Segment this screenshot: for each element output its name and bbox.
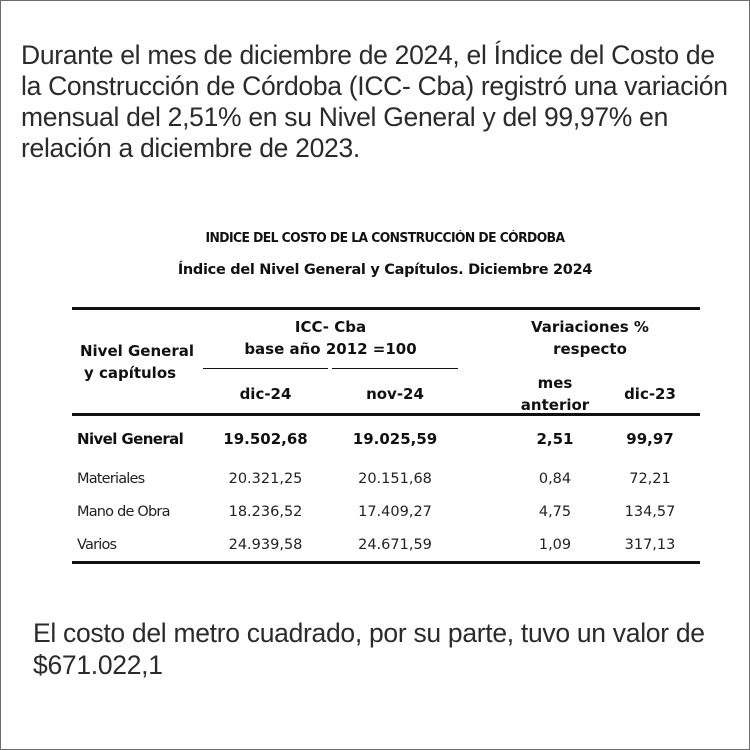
cell-nov24: 24.671,59	[358, 537, 432, 553]
table-top-rule	[72, 307, 700, 310]
header-index-group-line2: base año 2012 =100	[244, 340, 417, 358]
intro-paragraph: Durante el mes de diciembre de 2024, el …	[21, 40, 728, 163]
cell-nov24: 17.409,27	[358, 504, 432, 520]
cell-dic24: 24.939,58	[228, 537, 303, 553]
header-col-mes-anterior-line2: anterior	[520, 396, 590, 414]
cell-dic23: 317,13	[624, 537, 676, 553]
cell-dic23: 134,57	[624, 504, 676, 520]
header-row-label-line1: Nivel General	[79, 342, 194, 360]
row-label: Nivel General	[77, 430, 184, 448]
cell-mes-anterior: 0,84	[538, 471, 572, 487]
header-variation-group-line2: respecto	[553, 340, 627, 358]
cell-nov24: 19.025,59	[352, 430, 438, 448]
cell-dic24: 20.321,25	[228, 471, 303, 487]
header-col-nov24: nov-24	[366, 385, 424, 403]
header-index-group: ICC- Cba base año 2012 =100	[203, 316, 458, 360]
cell-nov24: 20.151,68	[358, 471, 432, 487]
cell-mes-anterior: 4,75	[538, 504, 572, 520]
cell-mes-anterior: 1,09	[538, 537, 572, 553]
header-row-label: Nivel General y capítulos	[72, 340, 202, 384]
index-group-underline-right	[332, 368, 458, 369]
header-variation-group-line1: Variaciones %	[531, 318, 649, 336]
row-label: Mano de Obra	[77, 504, 170, 520]
table-title: INDICE DEL COSTO DE LA CONSTRUCCIÓN DE C…	[205, 231, 565, 246]
header-col-mes-anterior: mes anterior	[495, 372, 615, 416]
table-subtitle: Índice del Nivel General y Capítulos. Di…	[177, 262, 593, 278]
header-col-dic23: dic-23	[624, 385, 676, 403]
closing-paragraph: El costo del metro cuadrado, por su part…	[33, 618, 705, 680]
cell-dic24: 19.502,68	[223, 430, 308, 448]
header-row-label-line2: y capítulos	[83, 364, 177, 382]
cell-dic23: 99,97	[626, 430, 674, 448]
header-index-group-line1: ICC- Cba	[294, 318, 367, 336]
header-bottom-rule	[72, 413, 700, 416]
cell-dic23: 72,21	[629, 471, 671, 487]
row-label: Varios	[77, 537, 117, 553]
row-label: Materiales	[77, 471, 145, 487]
cell-mes-anterior: 2,51	[536, 430, 574, 448]
table-bottom-rule	[72, 561, 700, 564]
header-col-mes-anterior-line1: mes	[537, 374, 573, 392]
index-group-underline-left	[203, 368, 328, 369]
header-variation-group: Variaciones % respecto	[480, 316, 700, 360]
cell-dic24: 18.236,52	[228, 504, 303, 520]
header-col-dic24: dic-24	[239, 385, 292, 403]
